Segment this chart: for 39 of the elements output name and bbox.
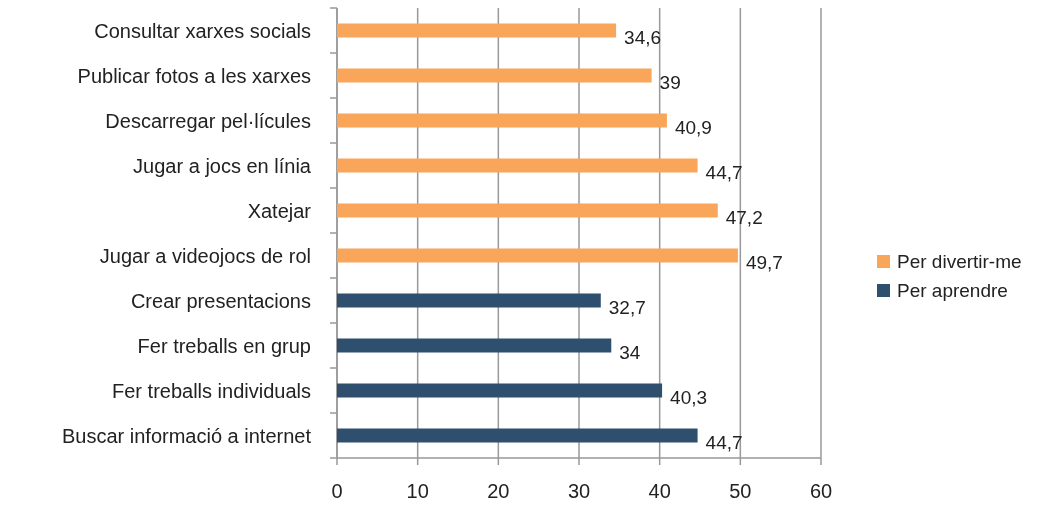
bar <box>337 113 667 128</box>
data-label: 44,7 <box>705 161 743 183</box>
bar <box>337 428 698 443</box>
legend-label: Per aprendre <box>897 280 1008 301</box>
data-label: 47,2 <box>725 206 763 228</box>
x-tick-label: 50 <box>729 480 752 502</box>
data-label: 32,7 <box>608 296 646 318</box>
data-label: 49,7 <box>745 251 783 273</box>
bar <box>337 383 663 398</box>
x-tick-label: 30 <box>567 480 591 502</box>
y-tick-label: Buscar informació a internet <box>61 424 312 447</box>
bar <box>337 203 718 218</box>
x-tick-label: 40 <box>648 480 671 502</box>
data-label: 34,6 <box>624 26 662 48</box>
y-tick-label: Publicar fotos a les xarxes <box>77 64 311 87</box>
x-tick-label: 60 <box>809 480 833 502</box>
bar <box>337 68 652 83</box>
data-label: 40,9 <box>674 116 712 138</box>
bar <box>337 158 698 173</box>
bar <box>337 293 601 308</box>
legend-label: Per divertir-me <box>897 251 1022 272</box>
x-tick-label: 20 <box>487 480 510 502</box>
x-tick-label: 0 <box>331 480 343 502</box>
y-tick-label: Fer treballs en grup <box>137 334 311 357</box>
y-tick-label: Jugar a jocs en línia <box>133 154 312 177</box>
y-tick-label: Jugar a videojocs de rol <box>99 244 311 267</box>
x-tick-label: 10 <box>406 480 429 502</box>
bar <box>337 248 738 263</box>
data-label: 34 <box>619 341 641 363</box>
y-tick-label: Xatejar <box>247 199 312 222</box>
y-tick-label: Consultar xarxes socials <box>94 19 311 42</box>
y-tick-label: Crear presentacions <box>130 289 311 312</box>
bar <box>337 338 612 353</box>
data-label: 39 <box>659 71 681 93</box>
data-label: 40,3 <box>670 386 708 408</box>
data-label: 44,7 <box>705 431 743 453</box>
y-tick-label: Fer treballs individuals <box>112 379 311 402</box>
bar <box>337 23 617 38</box>
y-tick-label: Descarregar pel·lícules <box>105 109 311 132</box>
